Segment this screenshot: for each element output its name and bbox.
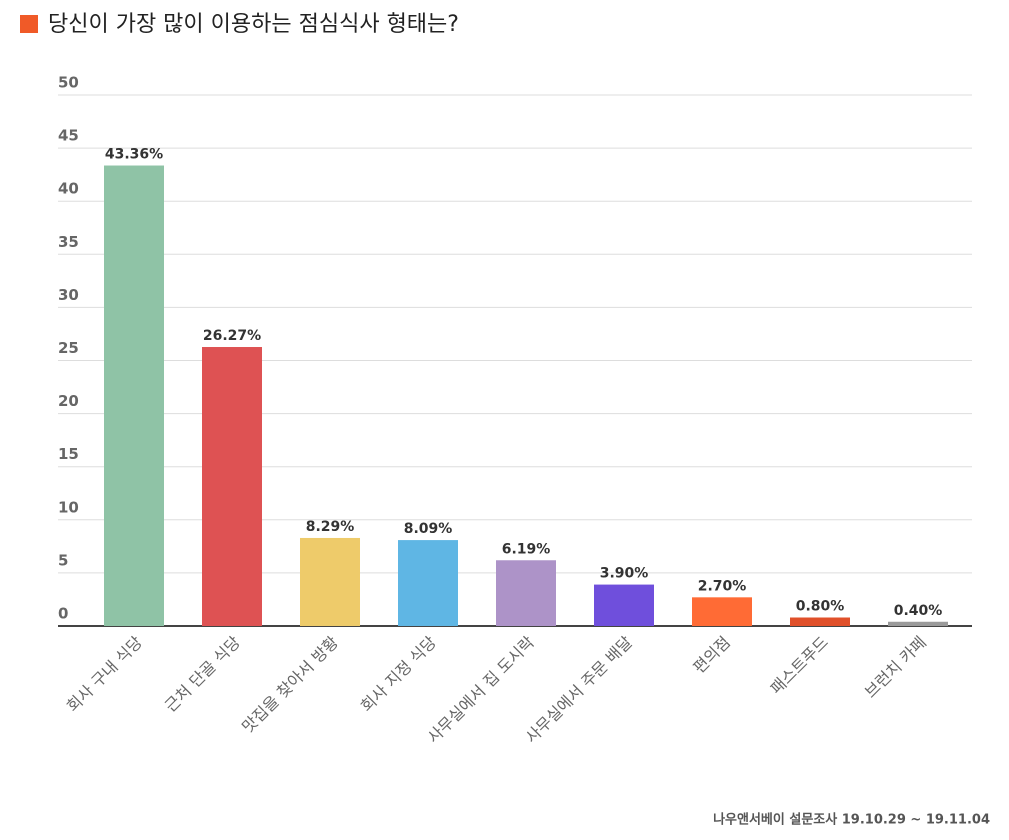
x-tick-label: 근처 단골 식당 (161, 632, 244, 715)
y-tick-label: 40 (58, 180, 79, 198)
bar (300, 537, 360, 626)
bar (202, 347, 262, 626)
x-tick-label: 사무실에서 주문 배달 (522, 632, 637, 747)
value-label: 6.19% (502, 541, 551, 557)
x-tick-label: 브런치 카페 (861, 633, 930, 702)
value-label: 2.70% (698, 578, 747, 594)
value-label: 8.09% (404, 521, 453, 537)
value-label: 0.80% (796, 599, 845, 615)
bar (692, 597, 752, 626)
y-tick-label: 45 (58, 127, 79, 145)
value-label: 0.40% (894, 603, 943, 619)
bar (496, 560, 556, 626)
y-tick-label: 25 (58, 339, 79, 357)
y-tick-label: 10 (58, 498, 79, 516)
y-tick-label: 35 (58, 233, 79, 251)
value-label: 3.90% (600, 566, 649, 582)
bar (888, 621, 948, 626)
bar (790, 617, 850, 626)
value-label: 43.36% (105, 147, 163, 163)
x-tick-label: 사무실에서 집 도시락 (424, 632, 539, 747)
y-tick-label: 30 (58, 286, 79, 304)
title-marker (20, 15, 38, 33)
x-tick-label: 패스트푸드 (767, 633, 832, 698)
bar (398, 540, 458, 626)
y-tick-label: 20 (58, 392, 79, 410)
chart-title: 당신이 가장 많이 이용하는 점심식사 형태는? (48, 12, 459, 37)
x-tick-label: 회사 구내 식당 (63, 632, 146, 715)
y-tick-label: 0 (58, 605, 68, 623)
bar (104, 165, 164, 627)
y-tick-label: 15 (58, 445, 79, 463)
value-label: 8.29% (306, 519, 355, 535)
x-tick-label: 편의점 (689, 633, 734, 678)
value-label: 26.27% (203, 328, 261, 344)
x-tick-label: 맛집을 찾아서 방황 (238, 632, 342, 736)
x-tick-label: 회사 지정 식당 (357, 632, 440, 715)
y-tick-label: 5 (58, 551, 68, 569)
source-note: 나우앤서베이 설문조사 19.10.29 ~ 19.11.04 (713, 812, 990, 828)
y-tick-label: 50 (58, 74, 79, 92)
bar (594, 584, 654, 626)
